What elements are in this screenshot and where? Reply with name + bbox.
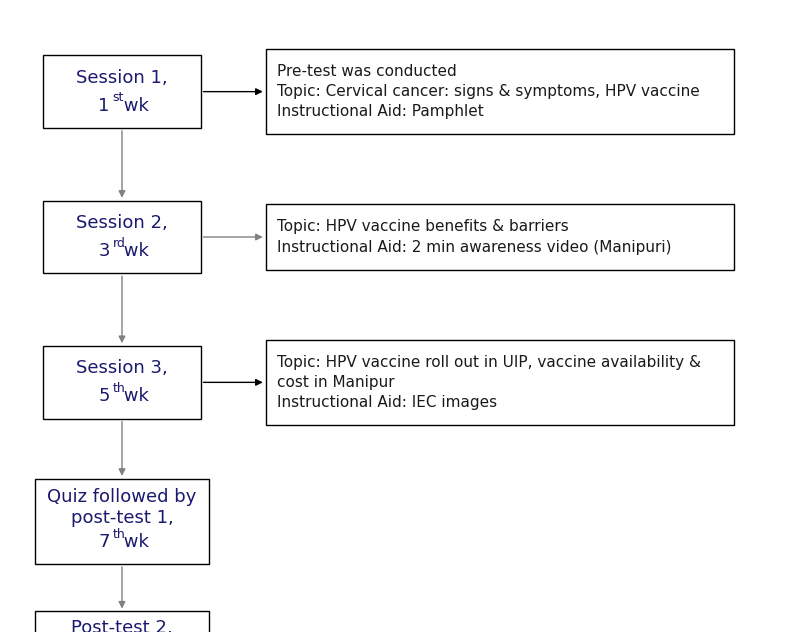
Text: 1: 1 <box>98 97 109 114</box>
Text: Pre-test was conducted: Pre-test was conducted <box>278 64 457 79</box>
Text: rd: rd <box>113 237 125 250</box>
Text: Instructional Aid: IEC images: Instructional Aid: IEC images <box>278 395 497 410</box>
Text: Post-test 2,: Post-test 2, <box>71 619 173 632</box>
Text: Session 3,: Session 3, <box>76 360 168 377</box>
Text: Topic: HPV vaccine benefits & barriers: Topic: HPV vaccine benefits & barriers <box>278 219 569 234</box>
Text: wk: wk <box>118 97 149 114</box>
Text: Topic: HPV vaccine roll out in UIP, vaccine availability &: Topic: HPV vaccine roll out in UIP, vacc… <box>278 355 701 370</box>
Text: cost in Manipur: cost in Manipur <box>278 375 395 390</box>
Text: 5: 5 <box>98 387 110 405</box>
Bar <box>266 340 734 425</box>
Bar <box>43 346 201 418</box>
Bar <box>35 479 209 564</box>
Bar <box>266 49 734 135</box>
Text: 3: 3 <box>98 242 110 260</box>
Text: th: th <box>113 528 125 541</box>
Text: wk: wk <box>118 533 149 551</box>
Text: wk: wk <box>118 387 149 405</box>
Bar <box>35 612 209 632</box>
Text: Instructional Aid: Pamphlet: Instructional Aid: Pamphlet <box>278 104 484 119</box>
Text: Session 1,: Session 1, <box>76 69 168 87</box>
Text: Quiz followed by: Quiz followed by <box>47 489 197 506</box>
Text: 7: 7 <box>98 533 110 551</box>
Text: th: th <box>113 382 125 395</box>
Text: Session 2,: Session 2, <box>76 214 168 232</box>
Text: Topic: Cervical cancer: signs & symptoms, HPV vaccine: Topic: Cervical cancer: signs & symptoms… <box>278 84 700 99</box>
Text: Instructional Aid: 2 min awareness video (Manipuri): Instructional Aid: 2 min awareness video… <box>278 240 672 255</box>
Text: post-test 1,: post-test 1, <box>71 509 173 527</box>
Bar <box>266 204 734 270</box>
Bar <box>43 56 201 128</box>
Text: wk: wk <box>118 242 149 260</box>
Text: st: st <box>113 92 124 104</box>
Bar <box>43 201 201 273</box>
